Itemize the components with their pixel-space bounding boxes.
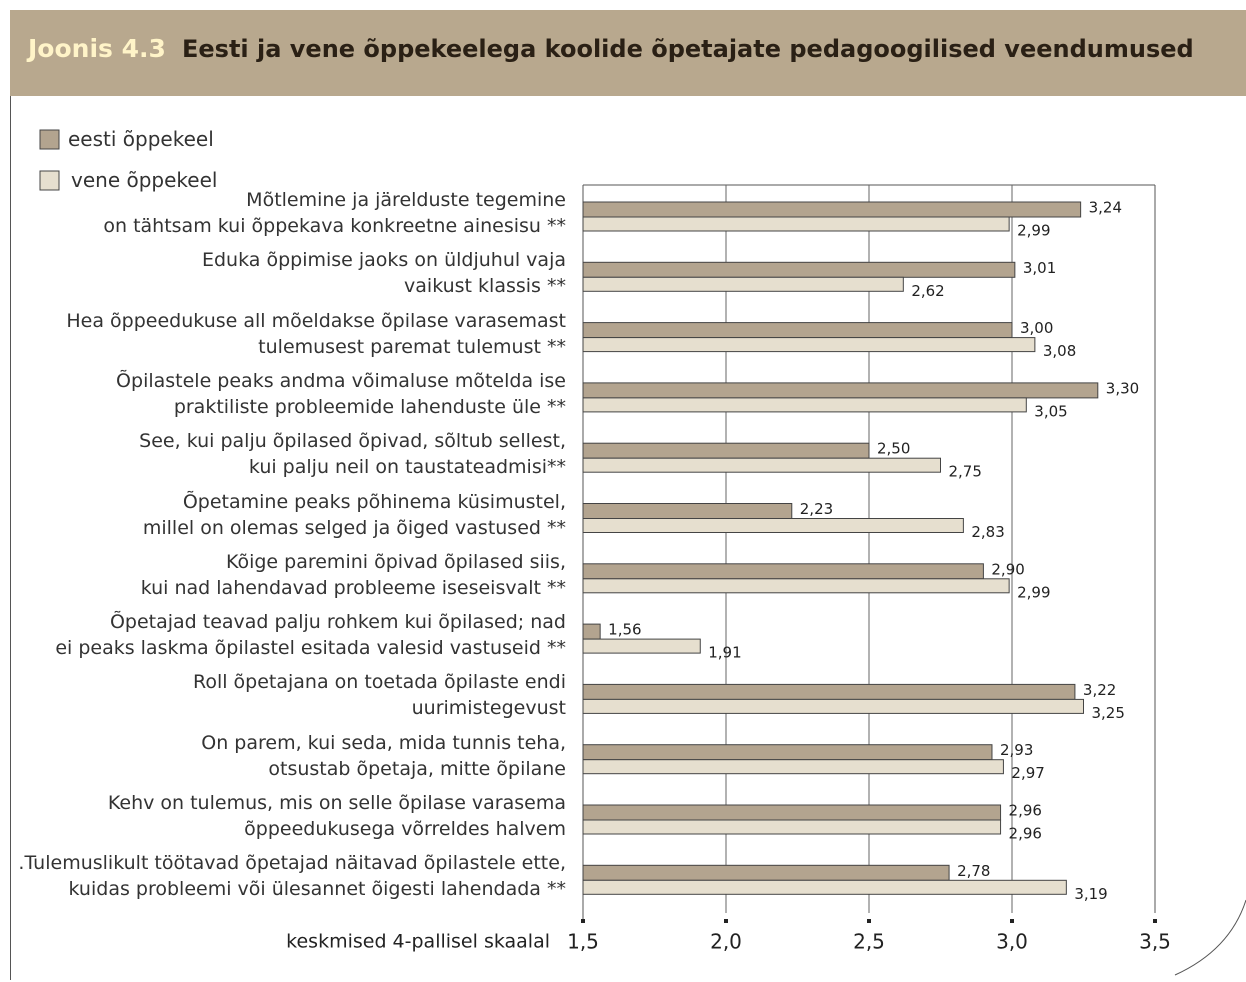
x-tick-label: 3,0 [996, 930, 1028, 954]
bar [582, 698, 1084, 714]
value-label: 2,90 [991, 560, 1024, 578]
decor-curve [1174, 899, 1246, 976]
header-band [10, 10, 1246, 96]
value-label: 3,08 [1043, 342, 1076, 360]
tick-mark [724, 919, 728, 923]
x-axis-label: keskmised 4-pallisel skaalal [286, 931, 550, 953]
tick-mark [1010, 919, 1014, 923]
bar [582, 683, 1076, 700]
bar [582, 578, 1010, 594]
y-category-label: Õpetajad teavad palju rohkem kui õpilase… [55, 611, 566, 660]
bar [582, 744, 993, 761]
bar [582, 879, 1067, 895]
bar [582, 623, 601, 640]
bar [582, 201, 1082, 218]
value-label: 2,75 [949, 463, 982, 481]
bar [582, 819, 1002, 835]
legend-label: vene õppekeel [71, 168, 218, 192]
title-prefix: Joonis 4.3 [26, 34, 166, 63]
bar [582, 397, 1027, 413]
bar [582, 759, 1004, 775]
value-label: 2,99 [1017, 583, 1050, 601]
value-label: 3,24 [1089, 199, 1122, 217]
x-tick-label: 3,5 [1139, 930, 1171, 954]
value-label: 2,99 [1017, 222, 1050, 240]
y-category-label: Eduka õppimise jaoks on üldjuhul vaja va… [201, 249, 566, 298]
chart-title: Eesti ja vene õppekeelega koolide õpetaj… [182, 35, 1194, 63]
y-category-label: Õpilastele peaks andma võimaluse mõtelda… [116, 369, 566, 418]
y-category-label: On parem, kui seda, mida tunnis teha, ot… [201, 731, 566, 780]
legend-swatch [39, 170, 60, 191]
x-tick-label: 2,0 [710, 930, 742, 954]
y-category-label: Õpetamine peaks põhinema küsimustel, mil… [142, 490, 566, 539]
bar [582, 503, 793, 519]
legend-label: eesti õppekeel [68, 127, 214, 151]
tick-mark [867, 919, 871, 923]
value-label: 3,25 [1092, 704, 1125, 722]
y-category-label: Hea õppeedukuse all mõeldakse õpilase va… [66, 309, 566, 358]
x-tick-label: 2,5 [853, 930, 885, 954]
y-category-label: See, kui palju õpilased õpivad, sõltub s… [139, 430, 566, 479]
y-category-label: Kõige paremini õpivad õpilased siis, kui… [140, 550, 566, 599]
legend-swatch [39, 129, 60, 150]
value-label: 2,23 [800, 500, 833, 518]
bar [582, 261, 1016, 278]
value-label: 3,22 [1083, 681, 1116, 699]
bar [582, 322, 1013, 339]
value-label: 2,62 [911, 282, 944, 300]
value-label: 2,78 [957, 862, 990, 880]
value-label: 3,01 [1023, 259, 1056, 277]
y-category-label: Kehv on tulemus, mis on selle õpilase va… [107, 792, 566, 840]
value-label: 2,96 [1009, 825, 1042, 843]
value-label: 3,19 [1074, 885, 1107, 903]
bar [582, 382, 1099, 399]
value-label: 3,00 [1020, 319, 1053, 337]
value-label: 1,91 [708, 644, 741, 662]
bar [582, 804, 1002, 821]
value-label: 2,50 [877, 440, 910, 458]
bar [582, 563, 984, 580]
value-label: 2,83 [971, 523, 1004, 541]
bar [582, 457, 941, 473]
tick-mark [1153, 919, 1157, 923]
value-label: 2,97 [1011, 764, 1044, 782]
bar [582, 638, 701, 654]
value-label: 1,56 [608, 621, 641, 639]
value-label: 2,96 [1009, 802, 1042, 820]
value-label: 2,93 [1000, 741, 1033, 759]
y-category-label: Roll õpetajana on toetada õpilaste endi … [192, 671, 566, 720]
x-tick-label: 1,5 [567, 930, 599, 954]
bar [582, 864, 950, 881]
tick-mark [581, 919, 585, 923]
value-label: 3,05 [1034, 402, 1067, 420]
y-category-label: .Tulemuslikult töötavad õpetajad näitava… [18, 852, 566, 901]
bar [582, 518, 964, 533]
bar [582, 442, 870, 459]
bar [582, 216, 1010, 232]
bar [582, 337, 1036, 353]
value-label: 3,30 [1106, 379, 1139, 397]
y-category-label: Mõtlemine ja järelduste tegemine on täht… [103, 189, 566, 237]
bar [582, 276, 904, 292]
